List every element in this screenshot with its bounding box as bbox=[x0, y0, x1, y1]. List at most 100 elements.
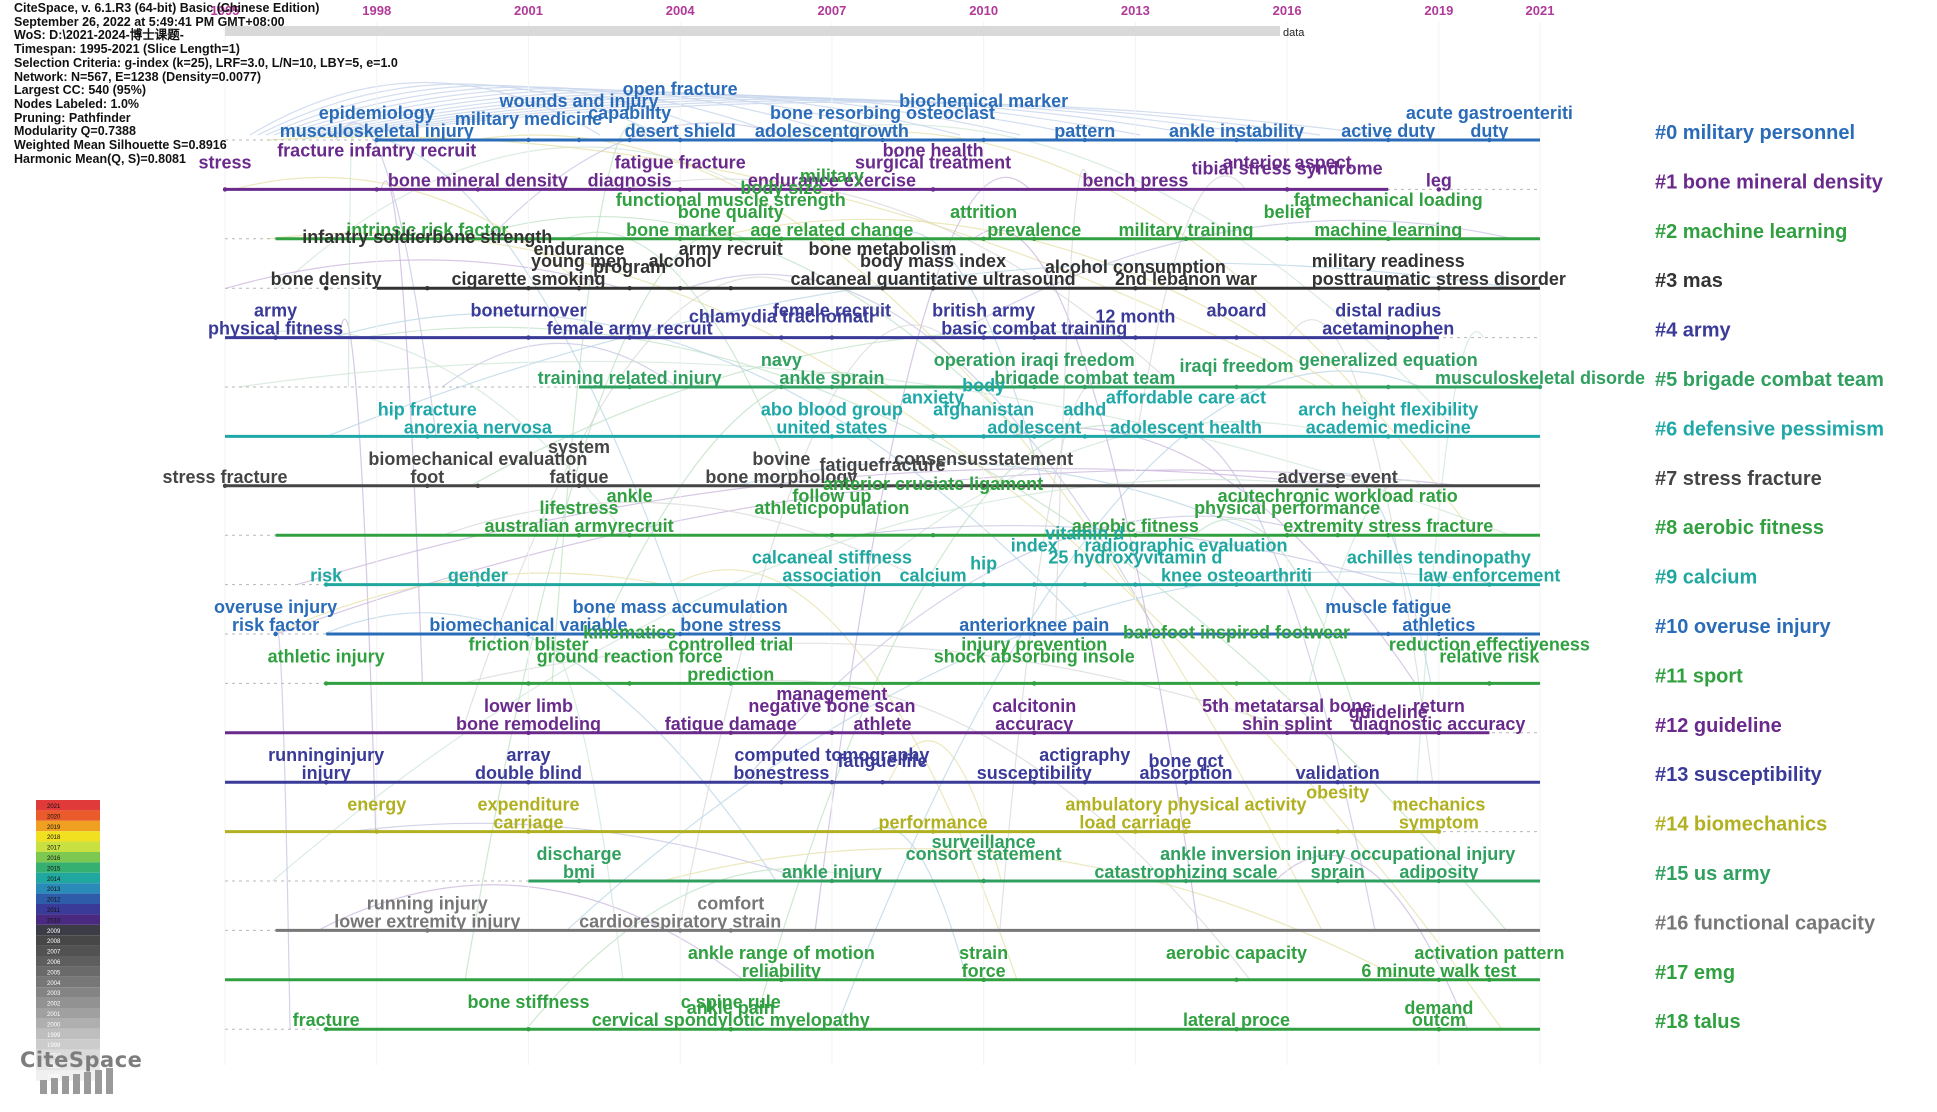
node-dot[interactable] bbox=[1183, 434, 1189, 439]
node-dot[interactable] bbox=[1386, 286, 1391, 291]
node-dot[interactable] bbox=[930, 434, 936, 439]
node-dot[interactable] bbox=[981, 977, 986, 982]
node-dot[interactable] bbox=[526, 1027, 531, 1032]
node-dot[interactable] bbox=[677, 631, 683, 637]
node-dot[interactable] bbox=[1133, 582, 1138, 587]
node-label[interactable]: iraqi freedom bbox=[1180, 356, 1294, 376]
node-label[interactable]: wounds and injury bbox=[499, 91, 659, 111]
node-dot[interactable] bbox=[425, 483, 430, 488]
node-dot[interactable] bbox=[374, 137, 379, 143]
node-dot[interactable] bbox=[1436, 582, 1442, 587]
node-dot[interactable] bbox=[222, 187, 228, 192]
node-dot[interactable] bbox=[779, 384, 784, 390]
node-dot[interactable] bbox=[323, 1027, 329, 1032]
node-label[interactable]: desert shield bbox=[625, 121, 736, 141]
node-label[interactable]: afghanistan bbox=[933, 399, 1034, 419]
node-label[interactable]: hip fracture bbox=[378, 399, 477, 419]
node-label[interactable]: cigarette smoking bbox=[451, 269, 605, 289]
node-dot[interactable] bbox=[1183, 286, 1189, 291]
node-dot[interactable] bbox=[475, 483, 481, 488]
node-dot[interactable] bbox=[779, 780, 784, 785]
node-dot[interactable] bbox=[1234, 384, 1239, 390]
node-label[interactable]: bone marker bbox=[626, 220, 734, 240]
node-label[interactable]: ankle injury bbox=[782, 862, 882, 882]
cluster-label[interactable]: #2 machine learning bbox=[1655, 221, 1847, 243]
node-dot[interactable] bbox=[677, 236, 683, 241]
node-label[interactable]: operation iraqi freedom bbox=[934, 350, 1135, 370]
node-dot[interactable] bbox=[1284, 236, 1290, 241]
node-label[interactable]: open fracture bbox=[623, 79, 738, 99]
node-dot[interactable] bbox=[829, 187, 835, 192]
node-dot[interactable] bbox=[1487, 681, 1492, 686]
node-dot[interactable] bbox=[677, 137, 683, 143]
node-label[interactable]: anorexia nervosa bbox=[404, 417, 553, 437]
node-dot[interactable] bbox=[728, 730, 733, 735]
node-dot[interactable] bbox=[1386, 434, 1391, 439]
node-label[interactable]: active duty bbox=[1341, 121, 1435, 141]
node-label[interactable]: brigade combat team bbox=[994, 368, 1175, 388]
node-dot[interactable] bbox=[323, 582, 329, 587]
node-label[interactable]: friction blister bbox=[468, 634, 588, 654]
node-label[interactable]: knee osteoarthriti bbox=[1161, 566, 1312, 586]
node-dot[interactable] bbox=[728, 681, 733, 686]
node-dot[interactable] bbox=[1183, 878, 1189, 884]
cluster-label[interactable]: #17 emg bbox=[1655, 962, 1735, 984]
node-label[interactable]: negative bone scan bbox=[748, 696, 915, 716]
node-label[interactable]: lifestress bbox=[540, 498, 619, 518]
node-dot[interactable] bbox=[1032, 582, 1037, 587]
node-label[interactable]: risk factor bbox=[232, 615, 319, 635]
node-label[interactable]: anterior cruciate ligament bbox=[823, 474, 1043, 494]
node-dot[interactable] bbox=[728, 1027, 733, 1032]
node-label[interactable]: training related injury bbox=[538, 368, 722, 388]
node-dot[interactable] bbox=[1032, 236, 1037, 241]
node-label[interactable]: united states bbox=[776, 417, 887, 437]
node-label[interactable]: susceptibility bbox=[977, 763, 1092, 783]
node-dot[interactable] bbox=[1284, 533, 1290, 538]
node-dot[interactable] bbox=[829, 533, 835, 538]
node-dot[interactable] bbox=[829, 730, 835, 735]
node-dot[interactable] bbox=[1335, 483, 1340, 488]
node-dot[interactable] bbox=[1183, 829, 1189, 834]
node-label[interactable]: outcm bbox=[1412, 1010, 1466, 1030]
node-label[interactable]: body bbox=[962, 375, 1005, 395]
node-dot[interactable] bbox=[930, 829, 936, 834]
node-label[interactable]: biomechanical evaluation bbox=[368, 449, 587, 469]
node-label[interactable]: bone remodeling bbox=[456, 714, 601, 734]
node-label[interactable]: endurance bbox=[534, 239, 625, 259]
node-label[interactable]: belief bbox=[1264, 202, 1312, 222]
node-label[interactable]: acute gastroenteriti bbox=[1406, 103, 1573, 123]
node-label[interactable]: female army recruit bbox=[547, 319, 713, 339]
node-label[interactable]: radiographic evaluation bbox=[1084, 536, 1287, 556]
node-label[interactable]: force bbox=[962, 961, 1006, 981]
node-label[interactable]: foot bbox=[410, 467, 444, 487]
node-dot[interactable] bbox=[1032, 730, 1037, 735]
node-dot[interactable] bbox=[1183, 582, 1189, 587]
node-dot[interactable] bbox=[1487, 977, 1492, 982]
node-dot[interactable] bbox=[1032, 335, 1037, 340]
cluster-label[interactable]: #6 defensive pessimism bbox=[1655, 418, 1884, 440]
node-dot[interactable] bbox=[1183, 236, 1189, 241]
node-label[interactable]: bmi bbox=[563, 862, 595, 882]
node-label[interactable]: ground reaction force bbox=[537, 646, 723, 666]
node-label[interactable]: diagnostic accuracy bbox=[1352, 714, 1525, 734]
node-dot[interactable] bbox=[1436, 187, 1442, 192]
node-label[interactable]: catastrophizing scale bbox=[1094, 862, 1277, 882]
node-label[interactable]: acetaminophen bbox=[1322, 319, 1454, 339]
cluster-label[interactable]: #10 overuse injury bbox=[1655, 616, 1832, 638]
node-dot[interactable] bbox=[1234, 681, 1239, 686]
node-dot[interactable] bbox=[627, 137, 632, 143]
node-label[interactable]: sprain bbox=[1311, 862, 1365, 882]
node-dot[interactable] bbox=[779, 335, 784, 340]
node-label[interactable]: 12 month bbox=[1095, 307, 1175, 327]
node-label[interactable]: body size bbox=[740, 178, 822, 198]
node-dot[interactable] bbox=[880, 483, 885, 488]
node-dot[interactable] bbox=[273, 335, 278, 340]
node-label[interactable]: prevalence bbox=[987, 220, 1081, 240]
node-label[interactable]: law enforcement bbox=[1418, 566, 1560, 586]
node-dot[interactable] bbox=[323, 780, 329, 785]
node-label[interactable]: chlamydia trachomati bbox=[689, 307, 874, 327]
node-label[interactable]: bone stiffness bbox=[467, 992, 589, 1012]
node-label[interactable]: bone density bbox=[271, 269, 382, 289]
node-label[interactable]: 5th metatarsal bone bbox=[1202, 696, 1372, 716]
node-dot[interactable] bbox=[1436, 730, 1442, 735]
